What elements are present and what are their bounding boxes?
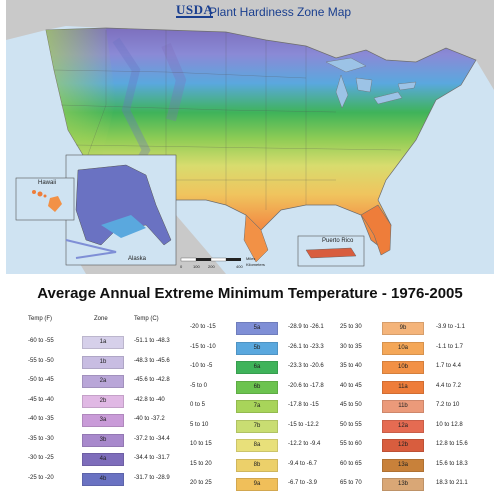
zone-swatch-1b: 1b	[82, 355, 124, 369]
zone-temp-f: -20 to -15	[190, 324, 216, 330]
zone-temp-c: 15.6 to 18.3	[436, 460, 468, 467]
zone-temp-c: 12.8 to 15.6	[436, 441, 468, 447]
us-map-graphic	[6, 0, 494, 274]
scale-tick: 100	[193, 264, 200, 269]
zone-temp-f: -5 to 0	[190, 382, 208, 389]
zone-temp-c: -3.9 to -1.1	[436, 324, 466, 330]
zone-temp-c: -23.3 to -20.6	[288, 363, 324, 369]
zone-swatch-3a: 3a	[82, 414, 124, 427]
zone-temp-f: -50 to -45	[28, 377, 54, 383]
zone-swatch-8a: 8a	[236, 439, 278, 452]
zone-swatch-10b: 10b	[382, 361, 424, 374]
zone-temp-f: -30 to -25	[28, 455, 54, 461]
zone-legend: Temp (F) Zone Temp (C) -60 to -55 1a -51.1…	[0, 308, 500, 500]
zone-swatch-11b: 11b	[382, 400, 424, 413]
zone-swatch-13b: 13b	[382, 478, 424, 491]
zone-temp-c: -28.9 to -26.1	[288, 324, 324, 330]
scale-km-label: Kilometers	[246, 262, 265, 267]
zone-temp-c: -15 to -12.2	[288, 421, 319, 428]
zone-temp-c: -12.2 to -9.4	[288, 441, 321, 447]
zone-temp-c: -6.7 to -3.9	[288, 480, 318, 486]
zone-temp-f: -25 to -20	[28, 474, 54, 481]
zone-swatch-5b: 5b	[236, 341, 278, 355]
zone-temp-f: -35 to -30	[28, 435, 54, 442]
zone-temp-c: 1.7 to 4.4	[436, 363, 462, 369]
zone-temp-c: -45.6 to -42.8	[134, 377, 170, 383]
map-title: Plant Hardiness Zone Map	[209, 5, 352, 19]
zone-temp-c: -31.7 to -28.9	[134, 474, 170, 481]
zone-temp-c: -42.8 to -40	[134, 396, 165, 403]
alaska-label: Alaska	[128, 256, 147, 262]
zone-swatch-7b: 7b	[236, 419, 278, 433]
zone-temp-c: 10 to 12.8	[436, 421, 463, 428]
zone-temp-f: 45 to 50	[340, 402, 362, 408]
zone-temp-f: 40 to 45	[340, 382, 362, 389]
hawaii-label: Hawaii	[38, 180, 57, 186]
zone-swatch-4b: 4b	[82, 472, 124, 486]
zone-swatch-8b: 8b	[236, 458, 278, 472]
zone-swatch-6b: 6b	[236, 380, 278, 394]
zone-temp-c: -9.4 to -6.7	[288, 460, 318, 467]
zone-swatch-3b: 3b	[82, 433, 124, 447]
zone-swatch-2a: 2a	[82, 375, 124, 388]
zone-temp-f: -40 to -35	[28, 416, 54, 422]
zone-temp-c: -40 to -37.2	[134, 416, 165, 422]
zone-temp-f: 25 to 30	[340, 324, 362, 330]
zone-temp-c: 7.2 to 10	[436, 402, 460, 408]
zone-swatch-4a: 4a	[82, 453, 124, 466]
zone-temp-f: 15 to 20	[190, 460, 212, 467]
zone-swatch-7a: 7a	[236, 400, 278, 413]
zone-swatch-1a: 1a	[82, 336, 124, 349]
scale-miles-label: Miles	[246, 256, 256, 261]
zone-temp-c: -51.1 to -48.3	[134, 338, 170, 344]
zone-temp-f: 10 to 15	[190, 441, 212, 447]
zone-temp-f: -45 to -40	[28, 396, 54, 403]
zone-temp-c: -17.8 to -15	[288, 402, 319, 408]
zone-swatch-2b: 2b	[82, 394, 124, 408]
scale-tick: 200	[208, 264, 215, 269]
puerto-rico-label: Puerto Rico	[322, 238, 354, 244]
zone-temp-c: -20.6 to -17.8	[288, 382, 324, 389]
usda-logo: USDA	[176, 2, 214, 18]
zone-temp-f: 55 to 60	[340, 441, 362, 447]
zone-swatch-6a: 6a	[236, 361, 278, 374]
zone-temp-f: 60 to 65	[340, 460, 362, 467]
zone-temp-c: 4.4 to 7.2	[436, 382, 462, 389]
zone-temp-f: -15 to -10	[190, 343, 216, 350]
zone-swatch-12a: 12a	[382, 419, 424, 433]
zone-swatch-11a: 11a	[382, 380, 424, 394]
zone-temp-c: -37.2 to -34.4	[134, 435, 170, 442]
zone-temp-f: 20 to 25	[190, 480, 212, 486]
zone-map: USDA Plant Hardiness Zone Map Hawaii Ala…	[6, 0, 494, 274]
zone-temp-f: 35 to 40	[340, 363, 362, 369]
zone-temp-c: -26.1 to -23.3	[288, 343, 324, 350]
zone-swatch-9a: 9a	[236, 478, 278, 491]
header-temp-c: Temp (C)	[134, 316, 159, 322]
zone-swatch-9b: 9b	[382, 322, 424, 335]
zone-swatch-13a: 13a	[382, 458, 424, 472]
scale-tick: 400	[236, 264, 243, 269]
zone-temp-c: 18.3 to 21.1	[436, 480, 468, 486]
zone-swatch-12b: 12b	[382, 439, 424, 452]
zone-swatch-5a: 5a	[236, 322, 278, 335]
zone-temp-c: -1.1 to 1.7	[436, 343, 464, 350]
header-temp-f: Temp (F)	[28, 316, 52, 322]
zone-temp-c: -34.4 to -31.7	[134, 455, 170, 461]
zone-temp-f: 0 to 5	[190, 402, 206, 408]
zone-temp-f: -55 to -50	[28, 357, 54, 364]
zone-temp-c: -48.3 to -45.6	[134, 357, 170, 364]
scale-tick: 0	[180, 264, 183, 269]
zone-temp-f: 50 to 55	[340, 421, 362, 428]
zone-temp-f: 30 to 35	[340, 343, 362, 350]
zone-temp-f: 5 to 10	[190, 421, 209, 428]
zone-swatch-10a: 10a	[382, 341, 424, 355]
zone-temp-f: -60 to -55	[28, 338, 54, 344]
legend-title: Average Annual Extreme Minimum Temperatu…	[37, 285, 463, 302]
header-zone: Zone	[94, 316, 108, 322]
zone-temp-f: 65 to 70	[340, 480, 362, 486]
zone-temp-f: -10 to -5	[190, 363, 213, 369]
